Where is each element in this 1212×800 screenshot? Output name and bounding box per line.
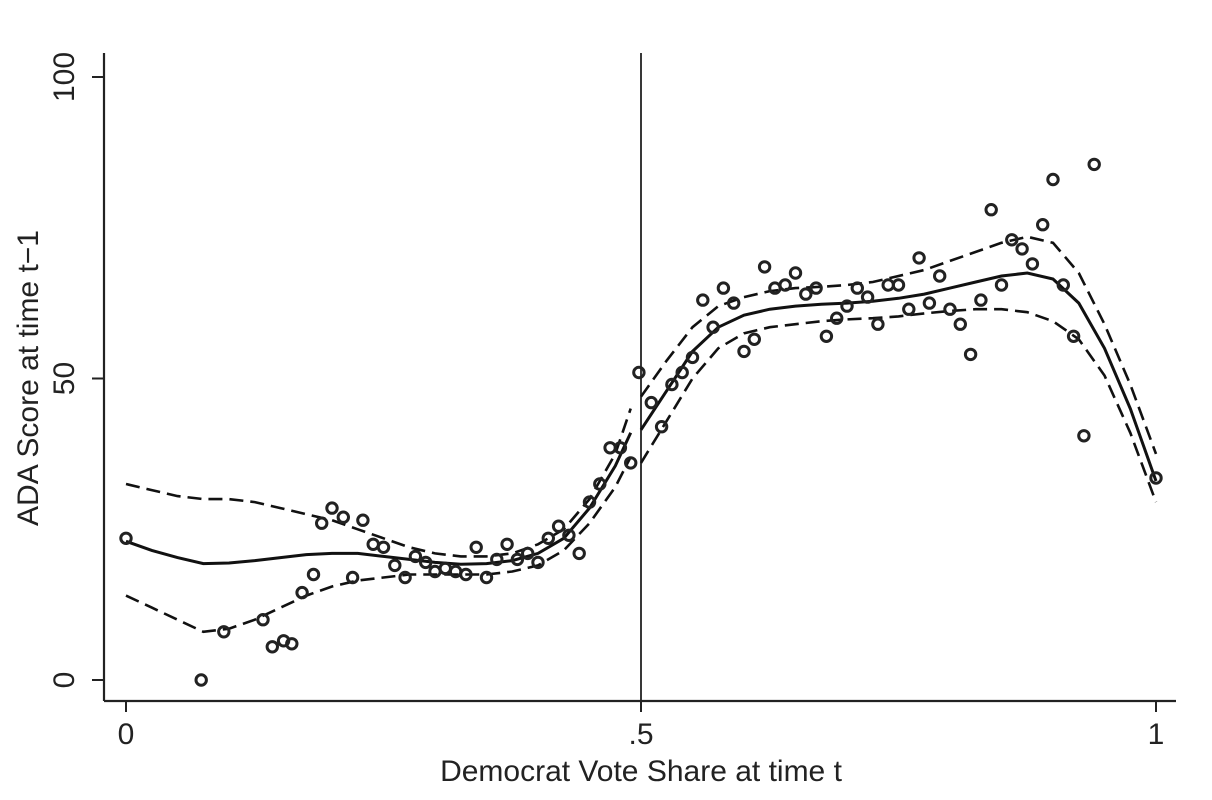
data-point [1036, 218, 1050, 232]
data-point [778, 278, 792, 292]
data-point [871, 317, 885, 331]
data-point [840, 299, 854, 313]
data-point [891, 278, 906, 292]
data-point [953, 317, 967, 331]
data-point [819, 329, 834, 343]
data-point [1066, 329, 1081, 343]
plot-area [119, 53, 1163, 701]
data-point [1087, 157, 1101, 172]
data-point [500, 537, 514, 551]
data-point [265, 640, 279, 654]
data-point [217, 625, 231, 639]
data-point [119, 531, 133, 545]
data-point [624, 456, 638, 470]
data-point [737, 344, 751, 359]
data-point [984, 203, 998, 217]
data-point [315, 516, 329, 530]
data-point [727, 296, 741, 310]
data-point [943, 302, 957, 316]
x-tick-label: 1 [1148, 718, 1165, 751]
data-point [1077, 429, 1091, 443]
data-point [706, 320, 720, 334]
data-point [325, 501, 339, 515]
data-point [345, 570, 360, 585]
axis-ticks: 0 .5 1 0 50 100 [48, 52, 1164, 751]
data-point [685, 350, 700, 365]
data-point [799, 287, 813, 301]
confidence-band-line-1 [125, 408, 632, 558]
data-point [419, 555, 433, 570]
data-point [388, 558, 402, 573]
data-point [654, 420, 669, 434]
data-point [902, 302, 916, 316]
data-point [541, 531, 555, 545]
data-point [632, 365, 646, 380]
data-point [531, 555, 545, 570]
y-tick-label: 50 [48, 362, 81, 395]
data-point [860, 290, 875, 304]
confidence-band-line-5 [639, 307, 1158, 503]
data-point [194, 673, 208, 687]
data-point [459, 567, 473, 582]
data-point [933, 269, 947, 283]
y-tick-label: 100 [48, 52, 81, 102]
data-point [336, 510, 350, 524]
data-point [285, 637, 299, 651]
data-point [295, 585, 309, 600]
data-point [551, 519, 566, 533]
data-point [830, 311, 844, 325]
data-point [593, 477, 607, 491]
data-point [613, 441, 628, 455]
data-point [696, 293, 710, 307]
data-point [469, 540, 483, 554]
data-point [994, 278, 1009, 292]
data-point [1025, 257, 1040, 271]
data-point [408, 549, 423, 564]
y-axis-title: ADA Score at time t−1 [12, 230, 45, 526]
data-point [510, 552, 525, 567]
fitted-line-3 [639, 271, 1158, 482]
data-point [572, 546, 586, 561]
data-point [665, 377, 679, 392]
data-point [675, 365, 689, 380]
x-tick-label: .5 [628, 718, 653, 751]
data-point [1046, 172, 1060, 187]
data-point [757, 260, 772, 274]
data-point [963, 347, 978, 362]
data-point [850, 281, 864, 295]
data-point [1149, 471, 1163, 485]
data-point [747, 332, 761, 346]
data-point [716, 281, 731, 295]
data-point [490, 552, 504, 567]
fitted-line-0 [125, 432, 633, 566]
data-point [1056, 278, 1071, 292]
data-point [644, 395, 658, 410]
data-point [306, 567, 321, 582]
data-point [582, 495, 597, 509]
data-point [356, 513, 370, 527]
data-point [1015, 242, 1029, 256]
x-tick-label: 0 [118, 718, 135, 751]
data-point [521, 546, 535, 561]
confidence-band-line-4 [639, 235, 1158, 455]
data-point [922, 296, 937, 310]
data-point [398, 570, 412, 585]
x-axis-title: Democrat Vote Share at time t [440, 755, 843, 788]
data-point [809, 281, 823, 295]
data-point [562, 528, 576, 542]
data-point [479, 570, 494, 585]
y-tick-label: 0 [48, 672, 81, 689]
confidence-band-line-2 [125, 456, 632, 634]
data-point [376, 540, 391, 554]
data-point [912, 251, 926, 265]
data-point [1005, 233, 1019, 247]
data-point [256, 613, 270, 627]
data-point [788, 266, 803, 280]
data-point [974, 293, 988, 307]
